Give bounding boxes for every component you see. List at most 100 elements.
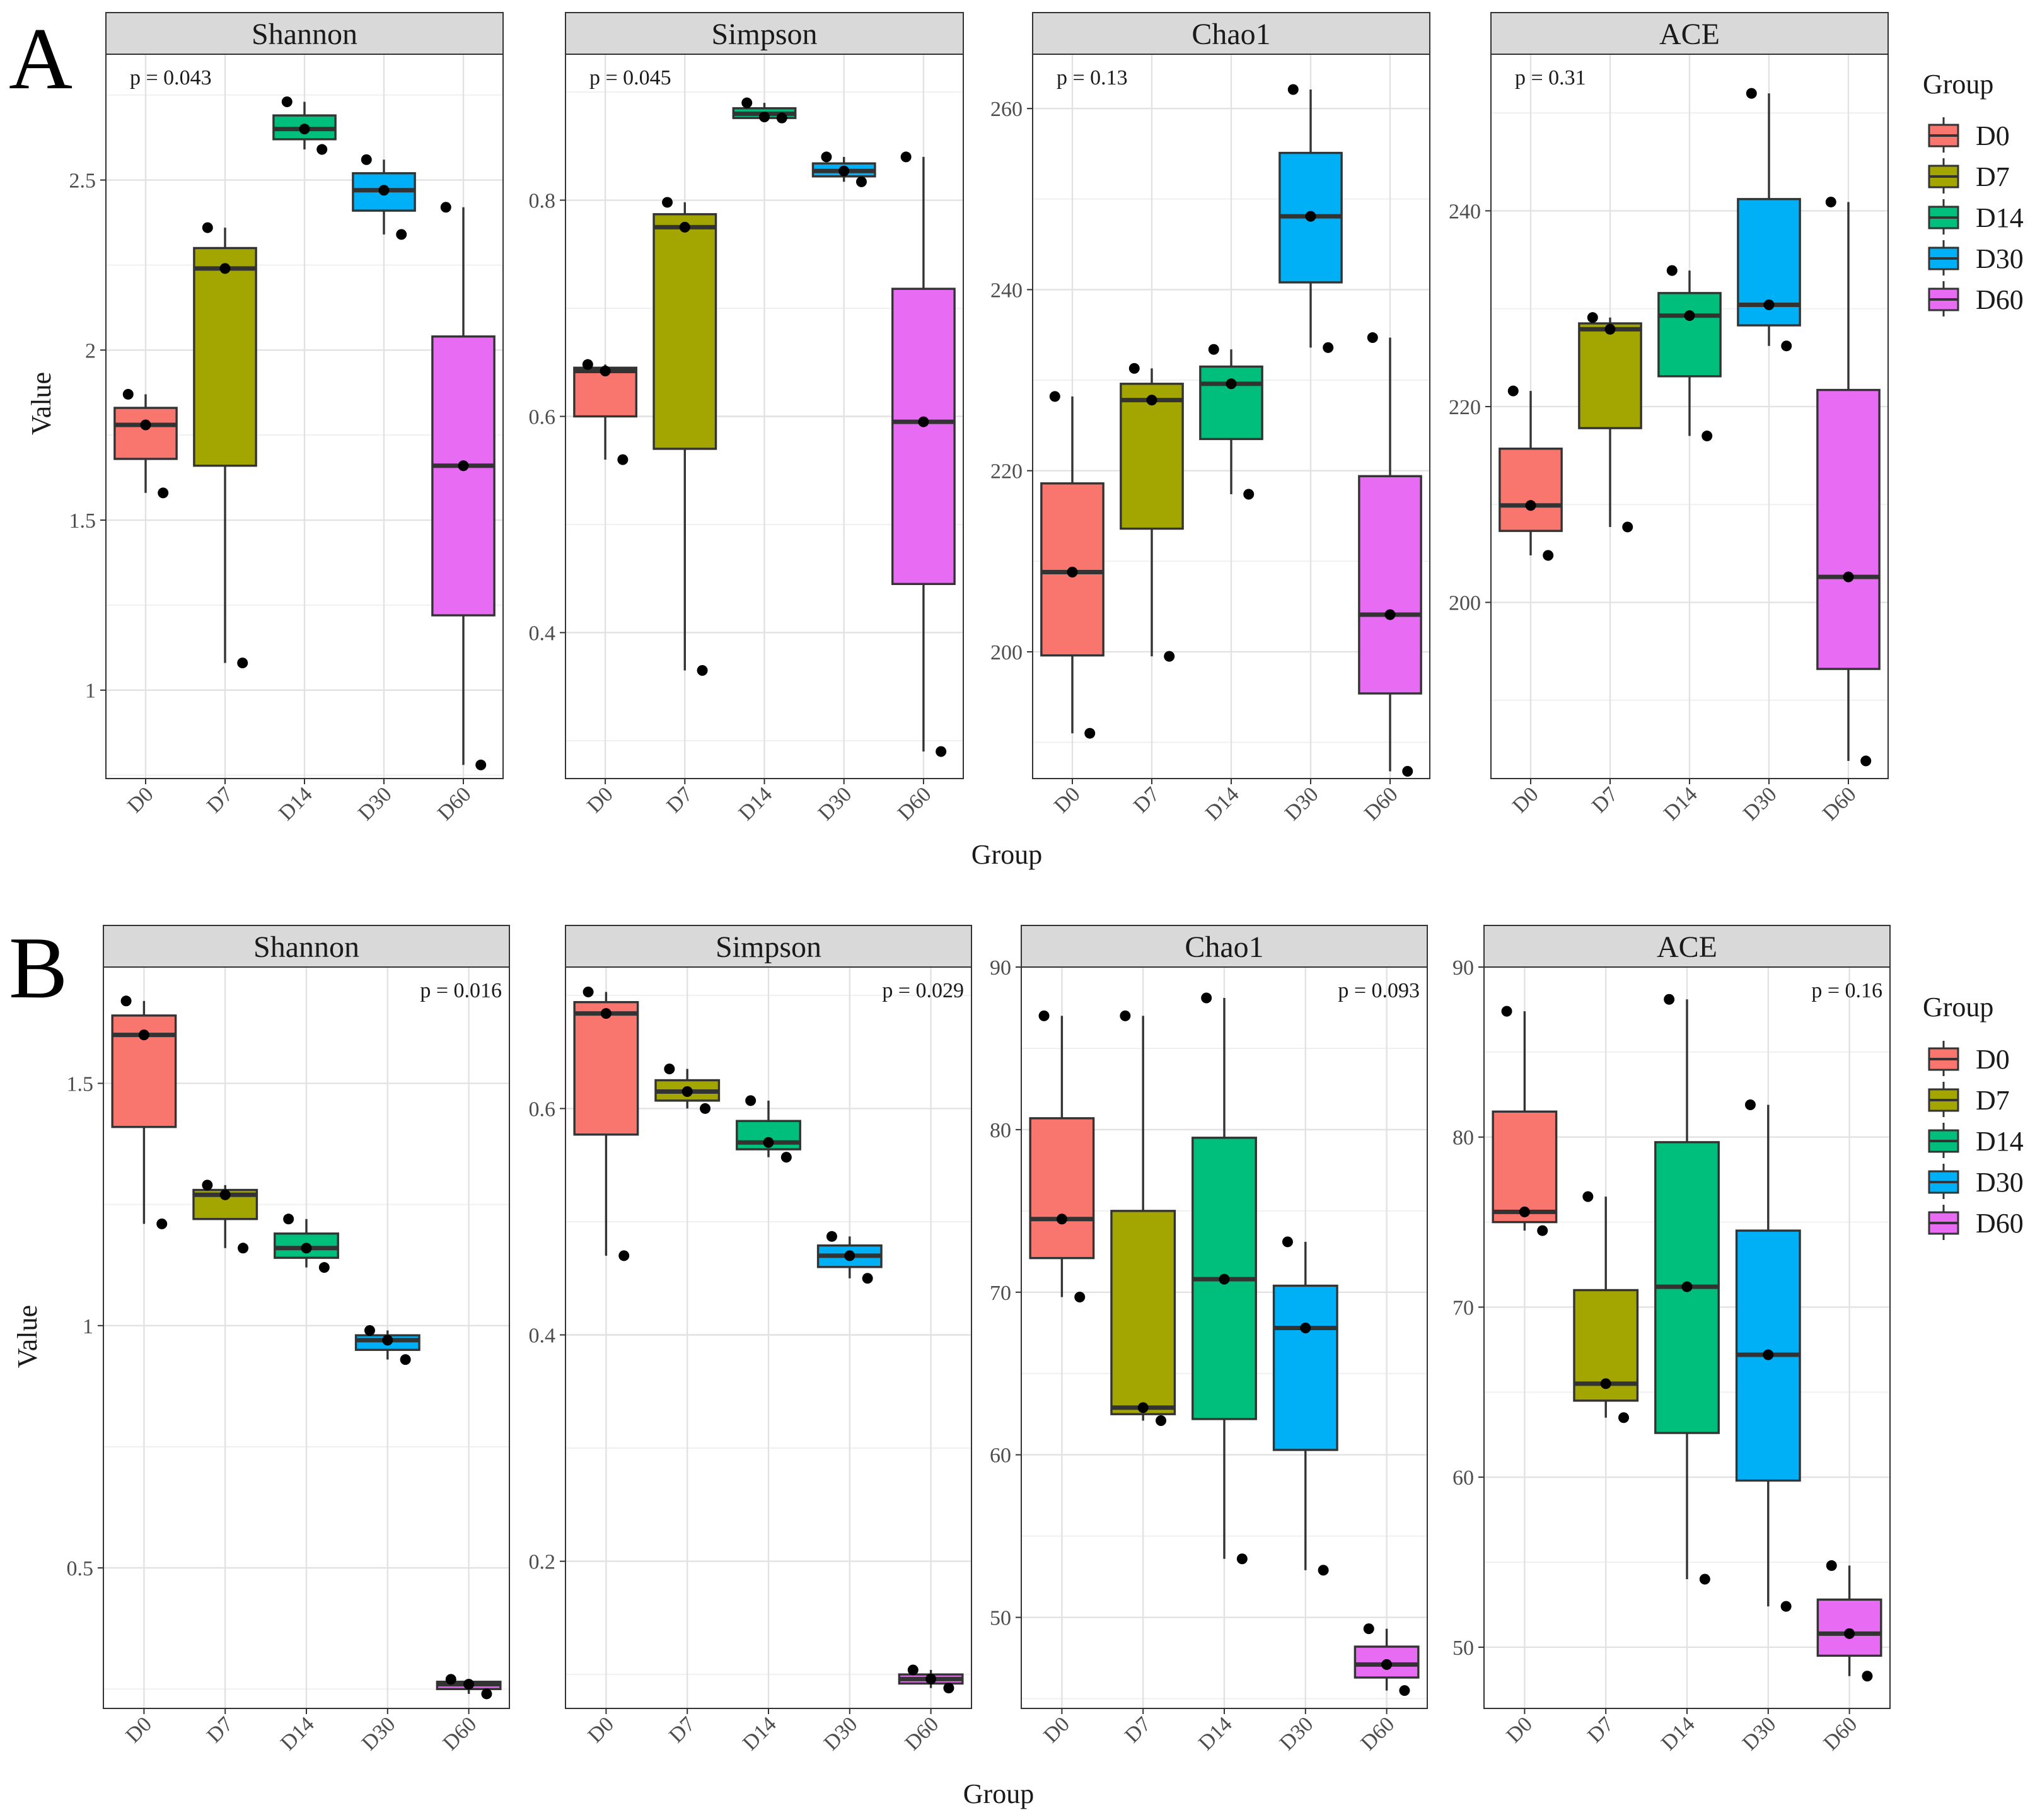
y-tick-label: 60 — [1452, 1466, 1474, 1490]
data-point — [745, 1095, 757, 1106]
x-tick-label: D0 — [1040, 1712, 1075, 1748]
data-point — [1318, 1565, 1329, 1576]
legend-key-d0: D0 — [1928, 117, 2010, 153]
y-tick-label: 90 — [1452, 956, 1474, 980]
data-point — [158, 487, 169, 499]
y-tick-label: 0.6 — [529, 1098, 556, 1121]
data-point — [219, 263, 231, 274]
data-point — [582, 359, 593, 370]
box-d14 — [274, 1219, 339, 1268]
x-tick-label: D14 — [274, 782, 317, 825]
data-point — [838, 165, 850, 177]
y-tick-label: 0.4 — [529, 1324, 556, 1348]
data-point — [862, 1273, 873, 1284]
data-point — [1618, 1412, 1630, 1423]
box-body — [1492, 1110, 1558, 1224]
y-tick-label: 0.5 — [67, 1557, 94, 1580]
data-point — [1381, 1659, 1393, 1670]
data-point — [1604, 323, 1616, 335]
data-point — [700, 1103, 711, 1114]
data-point — [1525, 500, 1536, 511]
y-tick-label: 1.5 — [69, 509, 96, 533]
box-body — [573, 1000, 639, 1136]
data-point — [382, 1335, 393, 1346]
y-tick-label: 80 — [1452, 1127, 1474, 1150]
data-point — [1137, 1402, 1149, 1413]
box-body — [1657, 292, 1722, 378]
box-d7 — [1578, 317, 1642, 527]
data-point — [1664, 994, 1675, 1005]
y-tick-label: 200 — [990, 641, 1023, 664]
p-value-label: p = 0.093 — [1338, 979, 1420, 1002]
data-point — [1582, 1191, 1594, 1202]
box-body — [1358, 475, 1422, 695]
x-tick-label: D30 — [1738, 1712, 1781, 1755]
data-point — [1780, 1601, 1792, 1612]
data-point — [1056, 1214, 1067, 1225]
data-point — [1600, 1378, 1611, 1389]
facet-a-ace: ACE p = 0.31 200 220 240 D0 D7 D14 D30 D60 — [1449, 12, 1889, 825]
legend-label: D0 — [1976, 120, 2010, 151]
data-point — [283, 1214, 294, 1225]
x-tick-label: D30 — [354, 782, 397, 825]
p-value-label: p = 0.045 — [589, 66, 671, 90]
x-tick-label: D7 — [664, 1712, 700, 1748]
data-point — [202, 222, 213, 233]
box-body — [1110, 1210, 1176, 1415]
legend-key-d60: D60 — [1928, 281, 2024, 316]
data-point — [281, 96, 293, 108]
y-tick-label: 50 — [1452, 1637, 1474, 1660]
data-point — [1305, 211, 1316, 222]
legend-label: D7 — [1976, 1085, 2010, 1116]
y-tick-label: 0.6 — [529, 406, 556, 429]
x-tick-label: D30 — [357, 1712, 400, 1755]
box-d0 — [1499, 391, 1563, 555]
data-point — [1323, 342, 1334, 353]
y-tick-label: 1 — [83, 1315, 93, 1338]
legend-key-d30: D30 — [1928, 240, 2024, 275]
x-tick-label: D0 — [1502, 1712, 1538, 1748]
data-point — [741, 97, 753, 108]
x-tick-label: D30 — [1280, 782, 1323, 825]
x-tick-label: D0 — [584, 1712, 619, 1748]
y-axis-title-b: Value — [12, 1305, 43, 1368]
box-d0 — [1492, 1011, 1558, 1231]
data-point — [122, 388, 134, 400]
x-tick-label: D14 — [1659, 782, 1702, 825]
x-tick-label: D14 — [1201, 782, 1244, 825]
box-body — [1029, 1117, 1095, 1260]
x-tick-label: D14 — [1657, 1712, 1700, 1755]
box-body — [891, 287, 956, 586]
data-point — [618, 1250, 630, 1261]
data-point — [1587, 312, 1598, 323]
data-point — [361, 154, 372, 165]
data-point — [1146, 395, 1157, 406]
data-point — [1128, 362, 1140, 374]
strip-title: Simpson — [711, 18, 817, 51]
strip-background — [1021, 925, 1428, 968]
box-d0 — [113, 394, 178, 493]
x-tick-label: D0 — [1508, 782, 1543, 818]
x-tick-label: D60 — [1357, 1712, 1400, 1755]
x-tick-label: D0 — [122, 1712, 157, 1748]
data-point — [1781, 340, 1792, 352]
data-point — [1208, 344, 1219, 355]
data-point — [156, 1218, 168, 1229]
facet-a-simpson: Simpson p = 0.045 0.4 0.6 0.8 D0 D7 D14 D30 D60 — [529, 12, 964, 825]
data-point — [821, 151, 832, 163]
box-d7 — [1120, 368, 1184, 657]
facet-b-simpson: Simpson p = 0.029 0.2 0.4 0.6 D0 D7 D14 D30 D60 — [529, 925, 972, 1755]
box-d14 — [272, 101, 337, 150]
box-body — [1499, 448, 1563, 532]
data-point — [600, 1008, 612, 1019]
data-point — [1120, 1010, 1131, 1021]
y-tick-label: 0.8 — [529, 190, 556, 213]
y-tick-label: 220 — [1449, 396, 1481, 419]
y-tick-label: 200 — [1449, 592, 1481, 615]
data-point — [1049, 391, 1060, 402]
strip-title: ACE — [1659, 18, 1720, 51]
x-tick-label: D60 — [439, 1712, 482, 1755]
box-d7 — [193, 228, 257, 663]
